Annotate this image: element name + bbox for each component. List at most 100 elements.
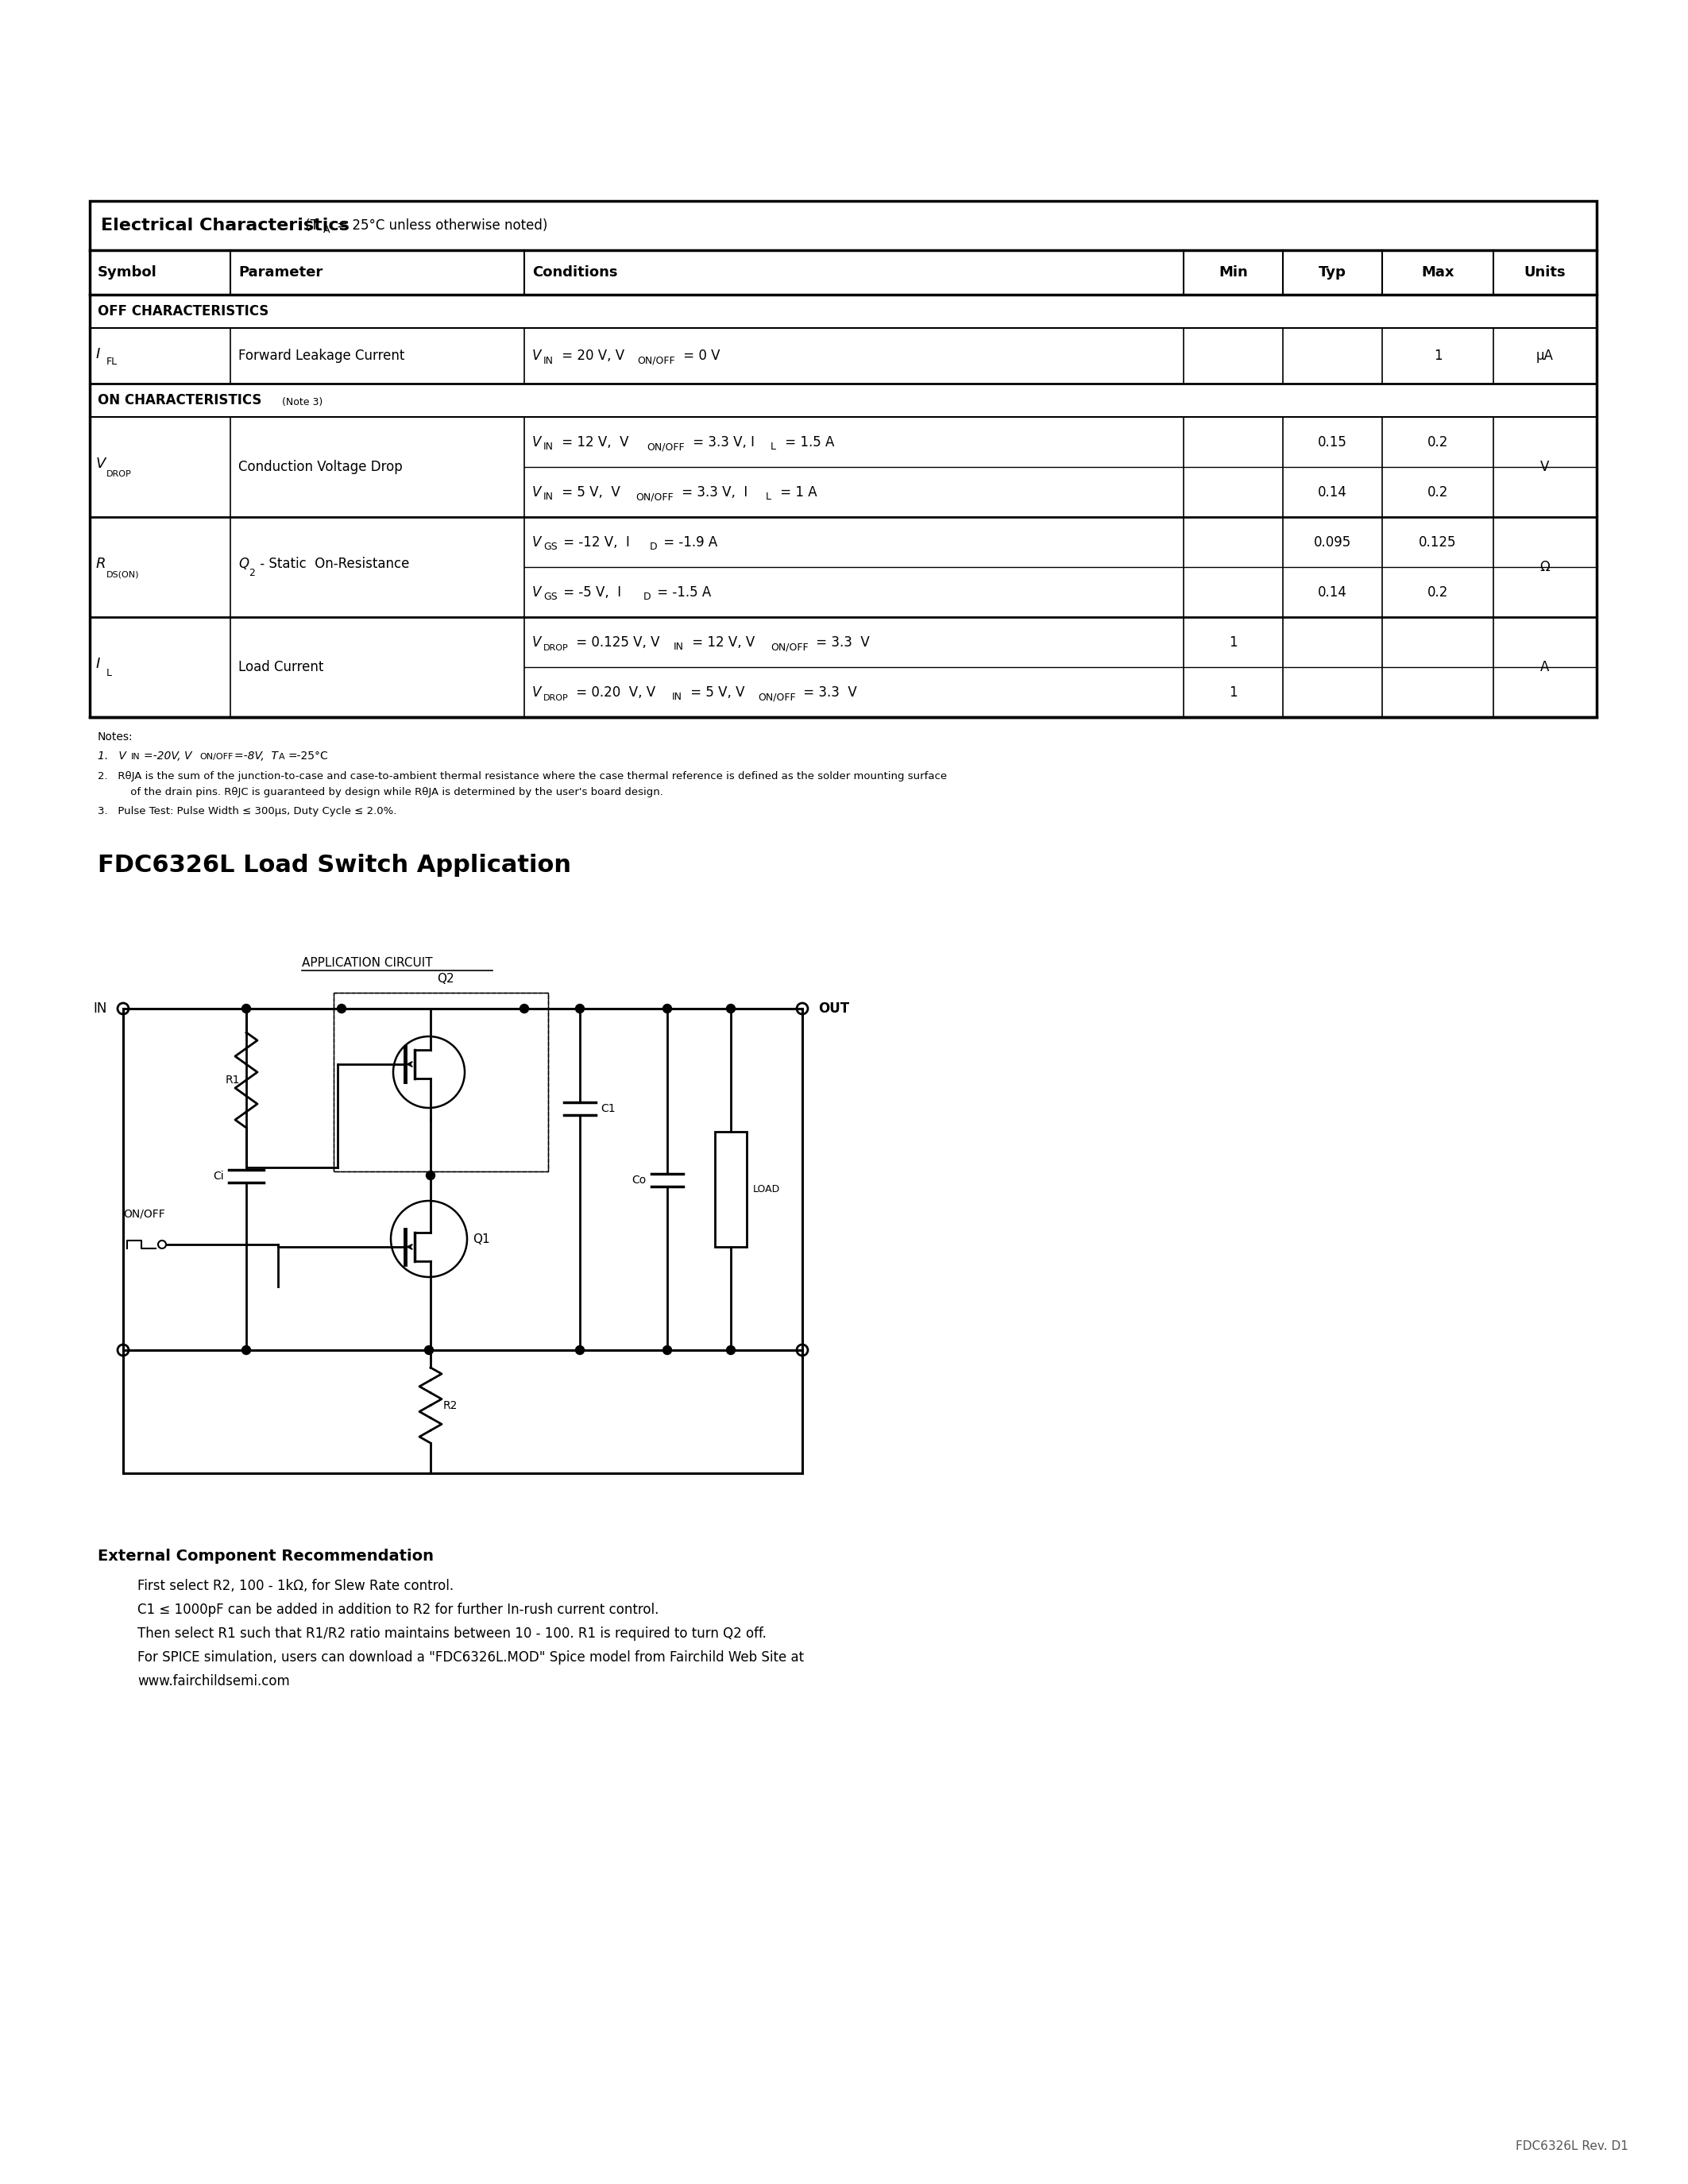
Text: = -5 V,  I: = -5 V, I: [559, 585, 621, 598]
Text: = 20 V, V: = 20 V, V: [557, 349, 625, 363]
Circle shape: [576, 1005, 584, 1013]
Text: I: I: [96, 347, 100, 360]
Text: = 3.3  V: = 3.3 V: [798, 686, 858, 699]
Text: V: V: [532, 686, 542, 699]
Text: Min: Min: [1219, 264, 1247, 280]
Text: μA: μA: [1536, 349, 1553, 363]
Text: DROP: DROP: [544, 695, 569, 701]
Circle shape: [663, 1005, 672, 1013]
Text: = 0.125 V, V: = 0.125 V, V: [572, 636, 660, 649]
Text: 0.15: 0.15: [1318, 435, 1347, 450]
Text: 0.2: 0.2: [1428, 485, 1448, 500]
Text: Ci: Ci: [213, 1171, 225, 1182]
Text: D: D: [643, 592, 652, 603]
Bar: [334, 994, 549, 1171]
Text: APPLICATION CIRCUIT: APPLICATION CIRCUIT: [302, 957, 432, 970]
Circle shape: [726, 1005, 736, 1013]
Text: OUT: OUT: [819, 1002, 849, 1016]
Text: A: A: [324, 225, 331, 234]
Text: GS: GS: [544, 542, 557, 553]
Text: R: R: [96, 557, 106, 570]
Text: - Static  On-Resistance: - Static On-Resistance: [257, 557, 410, 570]
Text: R1: R1: [225, 1075, 240, 1085]
Text: Co: Co: [631, 1175, 647, 1186]
Text: ON/OFF: ON/OFF: [758, 692, 795, 701]
Text: 0.2: 0.2: [1428, 435, 1448, 450]
Text: = 12 V, V: = 12 V, V: [689, 636, 755, 649]
Text: A: A: [279, 753, 285, 760]
Text: = 5 V,  V: = 5 V, V: [557, 485, 619, 500]
Circle shape: [576, 1345, 584, 1354]
Text: OFF CHARACTERISTICS: OFF CHARACTERISTICS: [98, 304, 268, 319]
Text: C1: C1: [601, 1103, 616, 1114]
Text: = -12 V,  I: = -12 V, I: [559, 535, 630, 548]
Text: Parameter: Parameter: [238, 264, 322, 280]
Text: Notes:: Notes:: [98, 732, 133, 743]
Text: ON/OFF: ON/OFF: [770, 642, 809, 653]
Text: of the drain pins. RθJC is guaranteed by design while RθJA is determined by the : of the drain pins. RθJC is guaranteed by…: [113, 786, 663, 797]
Circle shape: [241, 1005, 250, 1013]
Text: ON/OFF: ON/OFF: [123, 1208, 165, 1219]
Text: 0.14: 0.14: [1318, 485, 1347, 500]
Text: 0.125: 0.125: [1420, 535, 1457, 548]
Text: =-20V, V: =-20V, V: [143, 751, 192, 762]
Text: ON/OFF: ON/OFF: [636, 356, 675, 365]
Circle shape: [663, 1345, 672, 1354]
Text: www.fairchildsemi.com: www.fairchildsemi.com: [137, 1675, 290, 1688]
Circle shape: [726, 1345, 736, 1354]
Text: 2.   RθJA is the sum of the junction-to-case and case-to-ambient thermal resista: 2. RθJA is the sum of the junction-to-ca…: [98, 771, 947, 782]
Text: 0.095: 0.095: [1313, 535, 1352, 548]
Bar: [334, 994, 549, 1171]
Text: = 25°C unless otherwise noted): = 25°C unless otherwise noted): [333, 218, 547, 234]
Text: ON/OFF: ON/OFF: [199, 753, 233, 760]
Text: External Component Recommendation: External Component Recommendation: [98, 1548, 434, 1564]
Text: DROP: DROP: [544, 644, 569, 651]
Text: For SPICE simulation, users can download a "FDC6326L.MOD" Spice model from Fairc: For SPICE simulation, users can download…: [137, 1651, 803, 1664]
Bar: [716, 1131, 746, 1247]
Text: IN: IN: [544, 356, 554, 365]
Text: L: L: [770, 441, 776, 452]
Circle shape: [338, 1005, 346, 1013]
Text: DROP: DROP: [106, 470, 132, 478]
Text: =-8V,  T: =-8V, T: [235, 751, 279, 762]
Text: Ω: Ω: [1539, 559, 1550, 574]
Text: Conduction Voltage Drop: Conduction Voltage Drop: [238, 461, 402, 474]
Text: Max: Max: [1421, 264, 1455, 280]
Text: = 0.20  V, V: = 0.20 V, V: [572, 686, 655, 699]
Text: V: V: [532, 585, 542, 598]
Circle shape: [520, 1005, 528, 1013]
Text: 3.   Pulse Test: Pulse Width ≤ 300μs, Duty Cycle ≤ 2.0%.: 3. Pulse Test: Pulse Width ≤ 300μs, Duty…: [98, 806, 397, 817]
Text: V: V: [532, 535, 542, 548]
Text: = -1.5 A: = -1.5 A: [653, 585, 711, 598]
Text: IN: IN: [93, 1002, 108, 1016]
Text: Forward Leakage Current: Forward Leakage Current: [238, 349, 405, 363]
Text: V: V: [532, 636, 542, 649]
Text: = 5 V, V: = 5 V, V: [687, 686, 744, 699]
Text: = 0 V: = 0 V: [679, 349, 721, 363]
Text: = 3.3 V, I: = 3.3 V, I: [689, 435, 755, 450]
Text: ON/OFF: ON/OFF: [647, 441, 684, 452]
Text: 1: 1: [1229, 636, 1237, 649]
Text: A: A: [1541, 660, 1550, 675]
Text: D: D: [650, 542, 657, 553]
Text: Units: Units: [1524, 264, 1566, 280]
Text: DS(ON): DS(ON): [106, 570, 140, 579]
Text: 1.   V: 1. V: [98, 751, 127, 762]
Text: 0.14: 0.14: [1318, 585, 1347, 598]
Text: V: V: [1541, 461, 1550, 474]
Text: (T: (T: [300, 218, 319, 234]
Text: Q: Q: [238, 557, 248, 570]
Text: Conditions: Conditions: [532, 264, 618, 280]
Text: = 1.5 A: = 1.5 A: [782, 435, 834, 450]
Circle shape: [425, 1171, 436, 1179]
Text: 1: 1: [1433, 349, 1442, 363]
Text: R2: R2: [444, 1400, 457, 1411]
Text: Typ: Typ: [1318, 264, 1347, 280]
Text: First select R2, 100 - 1kΩ, for Slew Rate control.: First select R2, 100 - 1kΩ, for Slew Rat…: [137, 1579, 454, 1592]
Text: Then select R1 such that R1/R2 ratio maintains between 10 - 100. R1 is required : Then select R1 such that R1/R2 ratio mai…: [137, 1627, 766, 1640]
Text: 0.2: 0.2: [1428, 585, 1448, 598]
Text: =-25°C: =-25°C: [287, 751, 327, 762]
Text: Q2: Q2: [437, 972, 454, 985]
Text: = 3.3 V,  I: = 3.3 V, I: [677, 485, 748, 500]
Text: L: L: [106, 668, 111, 677]
